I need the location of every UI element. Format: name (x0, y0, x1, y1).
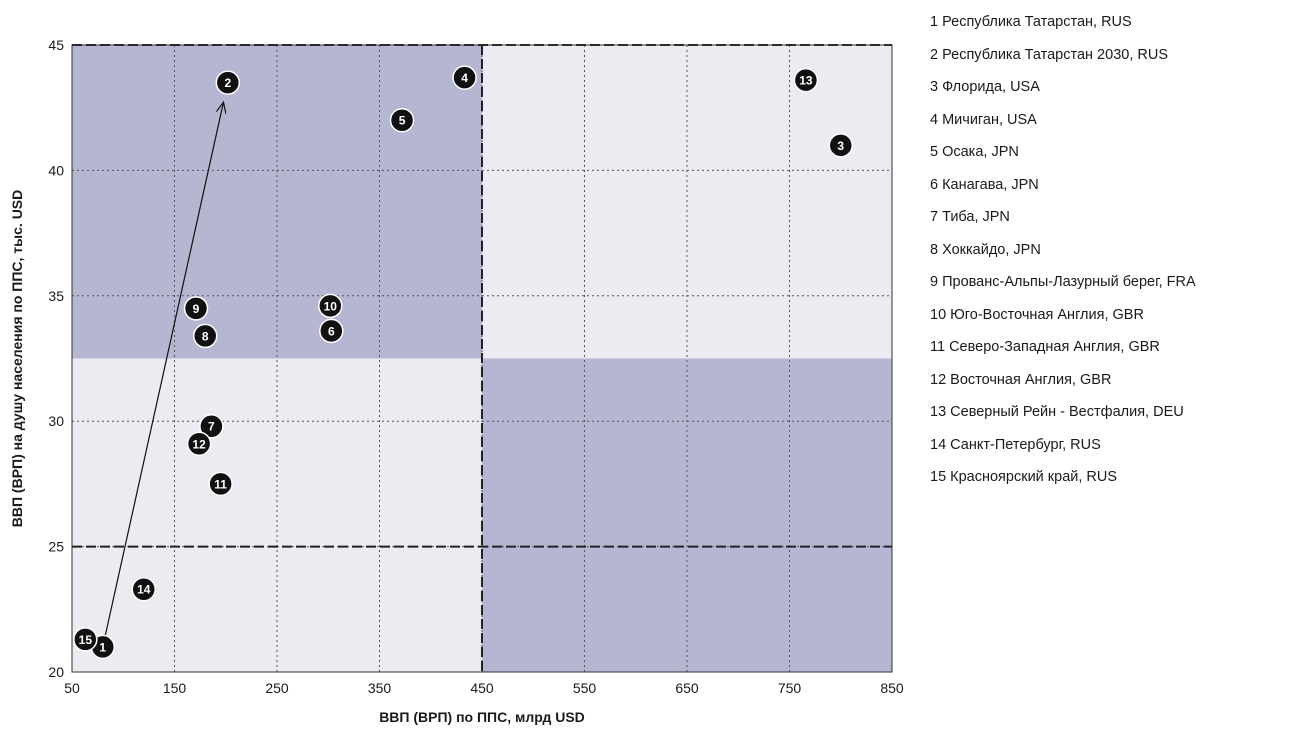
point-label: 4 (461, 71, 468, 85)
scatter-chart: 50 150 250 350 450 550 650 750 850 202530354045 … (9, 37, 904, 725)
data-point-4: 4 (452, 65, 477, 90)
point-label: 5 (399, 114, 406, 128)
point-marker (319, 318, 344, 344)
y-tick-label: 20 (48, 664, 64, 680)
point-label: 1 (99, 640, 106, 654)
x-tick-label: 450 (470, 680, 494, 696)
data-point-10: 10 (318, 293, 343, 319)
legend-item-11: 11 Северо-Западная Англия, GBR (930, 339, 1160, 355)
legend-item-15: 15 Красноярский край, RUS (930, 469, 1118, 485)
data-point-9: 9 (183, 296, 209, 321)
data-point-3: 3 (828, 133, 853, 158)
x-tick-label: 850 (880, 680, 904, 696)
point-marker (73, 627, 98, 652)
legend-item-10: 10 Юго-Восточная Англия, GBR (930, 306, 1144, 323)
x-tick-label: 50 (64, 680, 80, 696)
x-tick-label: 150 (163, 680, 187, 696)
data-point-15: 15 (73, 627, 98, 652)
legend-item-4: 4 Мичиган, USA (930, 111, 1037, 128)
point-label: 9 (193, 302, 200, 316)
y-tick-labels: 20 25 30 35 40 45 (48, 37, 64, 680)
y-tick-label: 40 (48, 162, 64, 178)
legend-item-2: 2 Республика Татарстан 2030, RUS (930, 46, 1168, 63)
legend-item-6: 6 Канагава, JPN (930, 176, 1039, 193)
x-tick-label: 750 (778, 680, 802, 696)
point-marker (389, 107, 415, 133)
legend-item-1: 1 Республика Татарстан, RUS (930, 14, 1132, 30)
data-point-11: 11 (208, 471, 233, 497)
point-marker (828, 133, 853, 158)
legend-item-8: 8 Хоккайдо, JPN (930, 241, 1041, 258)
point-label: 3 (837, 139, 844, 153)
x-tick-labels: 50 150 250 350 450 550 650 750 850 (64, 680, 904, 696)
point-label: 12 (192, 437, 206, 451)
data-point-7: 7 (199, 413, 224, 439)
point-marker (452, 65, 477, 90)
y-tick-label: 30 (48, 413, 64, 429)
data-point-12: 12 (186, 431, 212, 457)
data-point-8: 8 (193, 323, 218, 349)
y-tick-label: 35 (48, 288, 64, 304)
point-marker (793, 67, 819, 93)
point-marker (208, 471, 233, 497)
arrow-1-to-2 (104, 102, 224, 638)
point-marker (318, 293, 343, 319)
x-axis-title: ВВП (ВРП) по ППС, млрд USD (379, 709, 585, 725)
arrow-layer (104, 102, 224, 638)
point-label: 11 (214, 477, 227, 491)
data-point-14: 14 (131, 576, 156, 602)
point-marker (215, 70, 241, 95)
point-marker (199, 413, 224, 439)
legend-item-14: 14 Санкт-Петербург, RUS (930, 436, 1101, 453)
legend-item-3: 3 Флорида, USA (930, 79, 1040, 95)
legend-item-7: 7 Тиба, JPN (930, 209, 1010, 225)
point-label: 10 (324, 299, 338, 313)
data-point-5: 5 (389, 107, 415, 133)
point-label: 7 (208, 420, 215, 434)
point-label: 13 (799, 74, 813, 88)
x-tick-label: 650 (675, 680, 699, 696)
point-marker (193, 323, 218, 349)
point-label: 2 (224, 76, 231, 90)
x-tick-label: 350 (368, 680, 392, 696)
y-tick-label: 45 (48, 37, 64, 53)
data-point-2: 2 (215, 70, 241, 95)
data-point-6: 6 (319, 318, 344, 344)
y-tick-label: 25 (48, 539, 64, 555)
point-marker (186, 431, 212, 457)
x-tick-label: 550 (573, 680, 597, 696)
legend-item-12: 12 Восточная Англия, GBR (930, 371, 1112, 388)
legend-item-9: 9 Прованс-Альпы-Лазурный берег, FRA (930, 274, 1196, 290)
point-label: 14 (137, 583, 151, 597)
y-axis-title: ВВП (ВРП) на душу населения по ППС, тыс.… (9, 190, 25, 528)
point-marker (131, 576, 156, 602)
legend-item-5: 5 Осака, JPN (930, 144, 1019, 160)
point-label: 6 (328, 324, 335, 338)
point-label: 15 (79, 633, 93, 647)
quadrant-dividers (72, 45, 892, 672)
data-point-13: 13 (793, 67, 819, 93)
legend-item-13: 13 Северный Рейн - Вестфалия, DEU (930, 404, 1184, 420)
point-label: 8 (202, 329, 209, 343)
x-tick-label: 250 (265, 680, 289, 696)
point-marker (183, 296, 209, 321)
plot-frame (71, 44, 893, 673)
legend: 1 Республика Татарстан, RUS 2 Республика … (930, 6, 1196, 494)
